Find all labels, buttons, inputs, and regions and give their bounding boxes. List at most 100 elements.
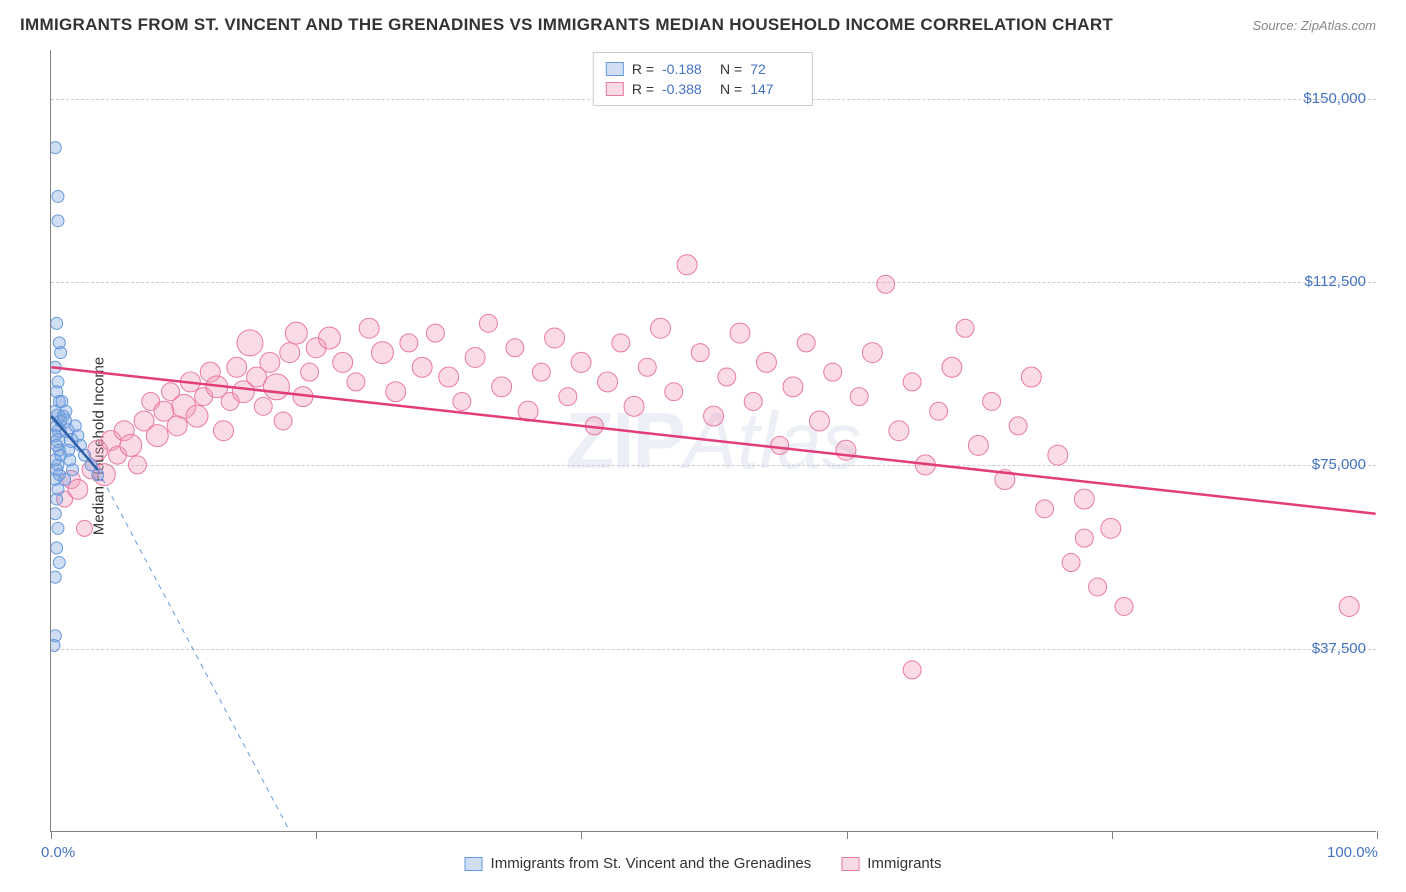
xtick xyxy=(1377,831,1378,839)
data-point xyxy=(809,411,829,431)
data-point xyxy=(51,508,61,520)
data-point xyxy=(1048,445,1068,465)
data-point xyxy=(120,434,142,456)
data-point xyxy=(318,327,340,349)
data-point xyxy=(756,352,776,372)
source-label: Source: ZipAtlas.com xyxy=(1252,18,1376,33)
data-point xyxy=(426,324,444,342)
swatch-series2-b xyxy=(841,857,859,871)
data-point xyxy=(1036,500,1054,518)
xtick-label-last: 100.0% xyxy=(1327,844,1378,861)
data-point xyxy=(850,388,868,406)
data-point xyxy=(285,322,307,344)
chart-title: IMMIGRANTS FROM ST. VINCENT AND THE GREN… xyxy=(20,15,1113,35)
data-point xyxy=(479,314,497,332)
data-point xyxy=(227,357,247,377)
data-point xyxy=(824,363,842,381)
data-point xyxy=(651,318,671,338)
data-point xyxy=(53,557,65,569)
data-point xyxy=(274,412,292,430)
xtick xyxy=(581,831,582,839)
data-point xyxy=(67,464,79,476)
data-point xyxy=(903,373,921,391)
data-point xyxy=(280,343,300,363)
data-point xyxy=(412,357,432,377)
data-point xyxy=(167,416,187,436)
data-point xyxy=(186,405,208,427)
legend-item-series1: Immigrants from St. Vincent and the Gren… xyxy=(465,855,812,872)
correlation-legend: R = -0.188 N = 72 R = -0.388 N = 147 xyxy=(593,52,813,106)
data-point xyxy=(677,255,697,275)
data-point xyxy=(260,352,280,372)
data-point xyxy=(254,397,272,415)
xtick xyxy=(1112,831,1113,839)
data-point xyxy=(612,334,630,352)
data-point xyxy=(903,661,921,679)
data-point xyxy=(718,368,736,386)
xtick xyxy=(51,831,52,839)
data-point xyxy=(51,571,61,583)
data-point xyxy=(783,377,803,397)
data-point xyxy=(968,435,988,455)
data-point xyxy=(877,275,895,293)
data-point xyxy=(51,542,63,554)
data-point xyxy=(51,493,63,505)
data-point xyxy=(51,317,63,329)
data-point xyxy=(571,352,591,372)
data-point xyxy=(59,474,71,486)
data-point xyxy=(68,479,88,499)
data-point xyxy=(506,339,524,357)
data-point xyxy=(52,215,64,227)
data-point xyxy=(51,630,61,642)
data-point xyxy=(1101,518,1121,538)
data-point xyxy=(1062,554,1080,572)
data-point xyxy=(347,373,365,391)
legend-row-series2: R = -0.388 N = 147 xyxy=(606,79,800,99)
swatch-series1-b xyxy=(465,857,483,871)
xtick xyxy=(316,831,317,839)
legend-row-series1: R = -0.188 N = 72 xyxy=(606,59,800,79)
data-point xyxy=(1021,367,1041,387)
series1-name: Immigrants from St. Vincent and the Gren… xyxy=(491,855,812,872)
data-point xyxy=(744,392,762,410)
xtick xyxy=(847,831,848,839)
data-point xyxy=(52,190,64,202)
data-point xyxy=(983,392,1001,410)
data-point xyxy=(492,377,512,397)
swatch-series2 xyxy=(606,82,624,96)
data-point xyxy=(1009,417,1027,435)
data-point xyxy=(128,456,146,474)
data-point xyxy=(214,421,234,441)
series2-name: Immigrants xyxy=(867,855,941,872)
data-point xyxy=(638,358,656,376)
data-point xyxy=(730,323,750,343)
swatch-series1 xyxy=(606,62,624,76)
data-point xyxy=(1075,529,1093,547)
data-point xyxy=(359,318,379,338)
data-point xyxy=(371,342,393,364)
data-point xyxy=(55,347,67,359)
data-point xyxy=(836,440,856,460)
series-legend: Immigrants from St. Vincent and the Gren… xyxy=(465,855,942,872)
data-point xyxy=(439,367,459,387)
data-point xyxy=(771,436,789,454)
data-point xyxy=(691,344,709,362)
scatter-svg xyxy=(51,50,1376,831)
data-point xyxy=(598,372,618,392)
data-point xyxy=(146,425,168,447)
data-point xyxy=(1339,596,1359,616)
data-point xyxy=(624,396,644,416)
legend-item-series2: Immigrants xyxy=(841,855,941,872)
data-point xyxy=(51,142,61,154)
plot-area: ZIPAtlas $37,500$75,000$112,500$150,0000… xyxy=(50,50,1376,832)
data-point xyxy=(333,352,353,372)
data-point xyxy=(862,343,882,363)
xtick-label-first: 0.0% xyxy=(41,844,75,861)
trendline xyxy=(51,367,1375,513)
data-point xyxy=(263,374,289,400)
data-point xyxy=(386,382,406,402)
data-point xyxy=(889,421,909,441)
data-point xyxy=(797,334,815,352)
data-point xyxy=(57,410,69,422)
chart-container: IMMIGRANTS FROM ST. VINCENT AND THE GREN… xyxy=(0,0,1406,892)
